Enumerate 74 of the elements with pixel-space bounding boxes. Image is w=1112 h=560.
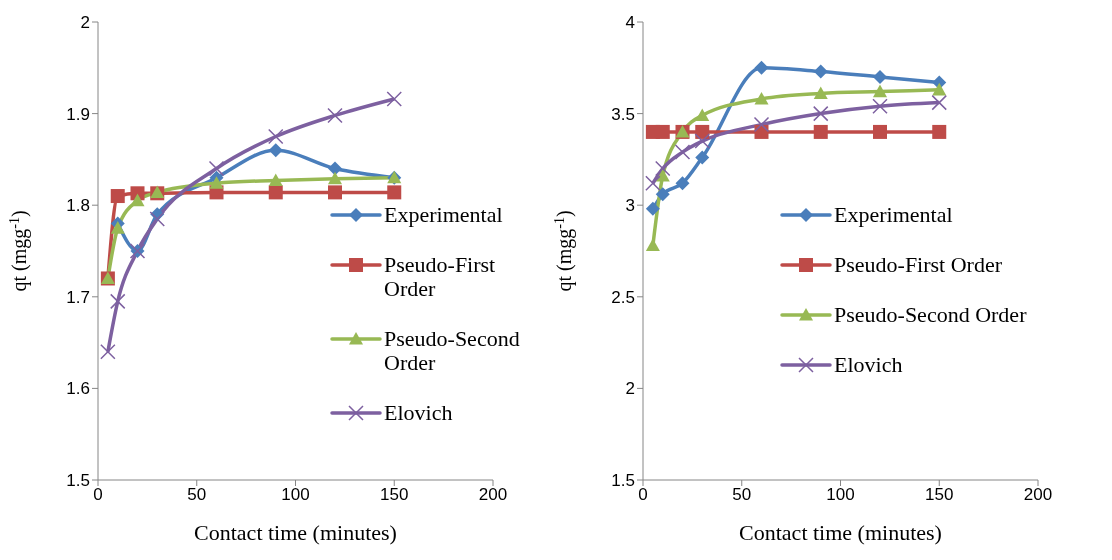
point xyxy=(209,176,224,189)
x-axis-title: Contact time (minutes) xyxy=(194,520,397,545)
y-tick-label: 3.5 xyxy=(611,104,635,124)
point xyxy=(268,128,284,145)
x-tick-label: 0 xyxy=(638,485,648,505)
point xyxy=(873,84,887,98)
point xyxy=(130,193,145,207)
y-tick-label: 2 xyxy=(625,379,635,399)
point xyxy=(327,107,343,124)
point xyxy=(645,175,661,191)
point xyxy=(655,187,670,202)
y-tick-label: 1.5 xyxy=(611,471,635,491)
point xyxy=(674,144,691,160)
x-tick-label: 150 xyxy=(925,485,954,505)
point xyxy=(100,344,116,360)
point xyxy=(813,124,828,139)
point xyxy=(754,60,769,75)
y-tick-label: 3 xyxy=(625,196,635,216)
point xyxy=(110,293,126,310)
point xyxy=(328,161,342,176)
legend-label: Pseudo-First Order xyxy=(384,252,497,301)
point xyxy=(694,133,710,149)
point xyxy=(645,238,660,252)
legend-label: Elovich xyxy=(384,400,453,425)
x-axis-title: Contact time (minutes) xyxy=(739,520,942,545)
x-tick-label: 150 xyxy=(380,485,409,505)
point xyxy=(110,189,125,204)
point xyxy=(328,171,342,185)
x-tick-label: 100 xyxy=(281,485,310,505)
y-tick-label: 2 xyxy=(80,13,90,33)
point xyxy=(753,116,770,133)
point xyxy=(328,185,342,200)
point xyxy=(268,185,283,200)
x-tick-label: 50 xyxy=(187,485,207,505)
y-tick-label: 1.6 xyxy=(66,379,90,399)
point xyxy=(645,201,660,216)
point xyxy=(932,124,947,139)
legend-label: Experimental xyxy=(834,202,953,227)
legend-label: Pseudo-First Order xyxy=(834,252,1003,277)
point xyxy=(695,150,710,165)
point xyxy=(268,173,283,187)
x-tick-label: 200 xyxy=(1023,485,1053,505)
point xyxy=(149,211,165,227)
point xyxy=(873,69,887,84)
point xyxy=(695,124,710,139)
point xyxy=(872,98,888,115)
point xyxy=(754,91,769,105)
y-tick-label: 1.8 xyxy=(66,196,90,216)
x-tick-label: 100 xyxy=(826,485,855,505)
legend-label: Elovich xyxy=(834,352,903,377)
x-tick-label: 200 xyxy=(478,485,508,505)
point xyxy=(813,86,828,100)
y-tick-label: 1.7 xyxy=(66,287,90,307)
legend-label: Pseudo-Second Order xyxy=(834,302,1027,327)
y-tick-label: 4 xyxy=(625,13,635,33)
point xyxy=(655,124,670,139)
y-tick-label: 2.5 xyxy=(611,287,635,307)
x-tick-label: 0 xyxy=(93,485,103,505)
point xyxy=(873,124,887,139)
legend-label: Pseudo-Second Order xyxy=(384,326,521,375)
legend-label: Experimental xyxy=(384,202,503,227)
point xyxy=(813,105,829,122)
point xyxy=(675,176,690,191)
point xyxy=(932,82,947,96)
y-tick-label: 1.9 xyxy=(66,104,90,124)
point xyxy=(268,143,283,158)
x-tick-label: 50 xyxy=(732,485,752,505)
point xyxy=(386,91,402,107)
point xyxy=(387,185,402,200)
point xyxy=(110,221,125,234)
y-tick-label: 1.5 xyxy=(66,471,90,491)
point xyxy=(695,108,710,122)
point xyxy=(813,64,828,79)
point xyxy=(931,94,947,111)
